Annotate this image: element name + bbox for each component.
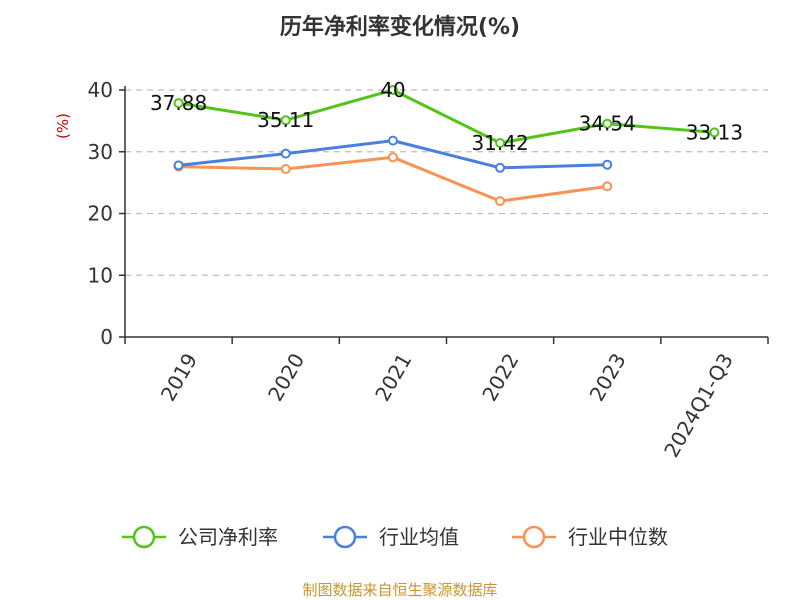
x-tick-label: 2024Q1-Q3 [659,349,738,461]
x-tick-label: 2020 [263,349,309,405]
series-line-0 [178,88,715,145]
data-label: 34.54 [579,112,636,136]
data-label: 37.88 [150,91,207,115]
x-tick-label: 2023 [585,349,631,405]
y-tick-label: 0 [100,325,113,349]
data-point [280,115,291,126]
data-point [709,127,720,138]
axes [119,86,769,344]
legend-marker [522,525,546,549]
legend-label: 行业均值 [379,525,459,549]
source-note: 制图数据来自恒生聚源数据库 [302,581,497,599]
data-point [387,135,398,146]
y-tick-label: 20 [88,202,113,226]
gridlines [125,89,768,276]
legend-label: 行业中位数 [568,525,668,549]
x-tick-label: 2021 [370,349,416,405]
tick-labels: 0 10 20 30 40 2019 2020 2021 2022 2023 2024Q1-Q3 [88,78,738,461]
x-tick-label: 2019 [156,349,202,405]
y-tick-label: 10 [88,263,113,287]
series-group [173,85,720,207]
data-label: 31.42 [471,131,528,155]
x-tick-label: 2022 [477,349,523,405]
data-label: 40 [380,78,405,102]
data-point [602,159,613,170]
y-axis-label: (%) [54,113,72,139]
data-labels: 37.88 35.11 40 31.42 34.54 33.13 [150,78,743,155]
data-point [495,162,506,173]
legend-marker [132,525,156,549]
data-label: 35.11 [257,108,314,132]
series-line-2 [178,155,608,203]
data-point [387,152,398,163]
legend-label: 公司净利率 [178,525,278,549]
data-point [280,148,291,159]
legend-marker [333,525,357,549]
y-tick-label: 40 [88,78,113,102]
legend: 公司净利率 行业均值 行业中位数 [122,525,668,549]
data-point [495,137,506,148]
data-point [602,118,613,129]
data-point [387,85,398,95]
data-point [280,164,291,175]
y-tick-label: 30 [88,140,113,164]
data-point [173,160,184,171]
data-label: 33.13 [686,120,743,144]
chart-title: 历年净利率变化情况(%) [280,14,520,40]
data-point [173,98,184,109]
data-point [495,196,506,207]
data-point [602,181,613,192]
